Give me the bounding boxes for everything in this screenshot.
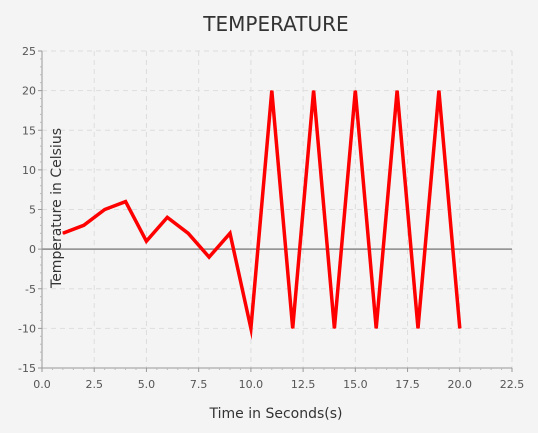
data-point xyxy=(145,240,147,242)
y-tick-label: -5 xyxy=(25,283,36,296)
x-tick-label: 12.5 xyxy=(291,378,316,391)
data-point xyxy=(459,327,461,329)
data-point xyxy=(396,90,398,92)
data-point xyxy=(83,224,85,226)
grid xyxy=(41,50,513,369)
data-point xyxy=(354,90,356,92)
y-tick-label: -10 xyxy=(18,322,36,335)
y-tick-label: -15 xyxy=(18,362,36,375)
x-axis-label: Time in Seconds(s) xyxy=(209,406,343,422)
data-point xyxy=(438,90,440,92)
x-tick-label: 10.0 xyxy=(239,378,264,391)
axes xyxy=(38,50,513,372)
y-tick-label: 15 xyxy=(22,124,36,137)
data-point xyxy=(250,327,252,329)
data-point xyxy=(187,232,189,234)
data-point xyxy=(271,90,273,92)
data-point xyxy=(104,209,106,210)
data-point xyxy=(166,216,168,218)
y-tick-label: 20 xyxy=(22,85,36,98)
y-tick-label: 0 xyxy=(29,243,36,256)
series-layer xyxy=(62,90,462,340)
data-point xyxy=(125,201,127,203)
y-tick-label: 10 xyxy=(22,164,36,177)
tick-labels: 0.0 2.5 5.0 7.5 10.0 12.5 15.0 17.5 20.0 22.5 25 20… xyxy=(18,45,524,391)
x-tick-label: 7.5 xyxy=(190,378,208,391)
data-point xyxy=(417,327,419,329)
y-axis-label: Temperature in Celsius xyxy=(49,128,65,289)
x-tick-label: 22.5 xyxy=(500,378,525,391)
data-point xyxy=(292,327,294,329)
data-point xyxy=(333,327,335,329)
data-point xyxy=(208,256,210,258)
x-tick-label: 2.5 xyxy=(85,378,103,391)
x-tick-label: 15.0 xyxy=(343,378,368,391)
y-tick-label: 25 xyxy=(22,45,36,58)
y-tick-label: 5 xyxy=(29,204,36,217)
data-point xyxy=(375,327,377,329)
temperature-series-line xyxy=(62,90,462,340)
chart-title: TEMPERATURE xyxy=(202,12,348,36)
data-point xyxy=(313,90,315,92)
data-point xyxy=(62,232,64,234)
x-tick-label: 0.0 xyxy=(33,378,51,391)
x-tick-label: 20.0 xyxy=(448,378,473,391)
x-tick-label: 17.5 xyxy=(395,378,420,391)
x-tick-label: 5.0 xyxy=(138,378,156,391)
data-point xyxy=(229,232,231,234)
